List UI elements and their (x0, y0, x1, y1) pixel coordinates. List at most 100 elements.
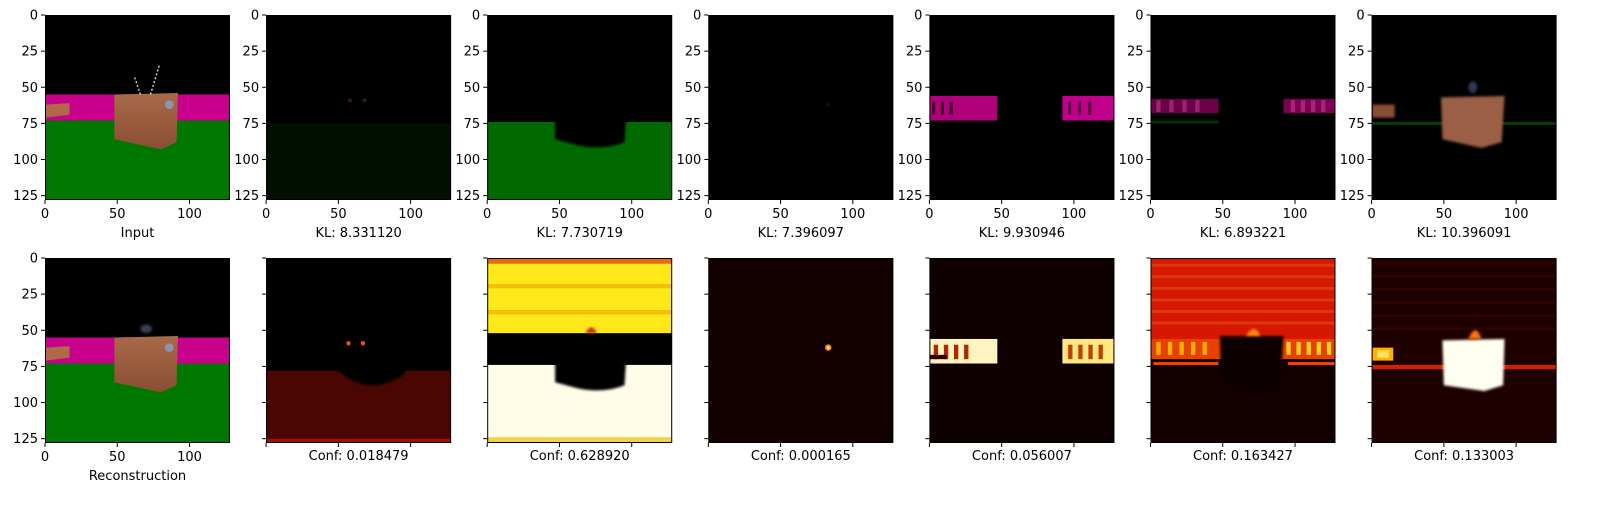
axes-frame (1150, 15, 1336, 200)
y-tick-label: 50 (685, 81, 702, 96)
y-tick-label: 0 (30, 9, 38, 24)
axes-frame (929, 258, 1115, 443)
y-tick-label: 50 (464, 81, 481, 96)
y-tick-label: 100 (455, 153, 480, 168)
axes-frame (1371, 258, 1557, 443)
y-tick-label: 0 (1135, 9, 1143, 24)
rgb-image (1150, 15, 1336, 200)
x-tick-label: 100 (177, 207, 202, 222)
y-tick-label: 75 (21, 360, 38, 375)
panel-bottom-5: Conf: 0.056007 (925, 257, 1115, 464)
axes-frame (487, 15, 673, 200)
y-tick-label: 25 (1348, 45, 1365, 60)
y-tick-label: 75 (1348, 117, 1365, 132)
y-tick-label: 100 (13, 396, 38, 411)
rgb-image (708, 15, 894, 200)
x-tick-label: 100 (840, 207, 865, 222)
x-tick-label: 50 (551, 207, 568, 222)
y-tick-label: 25 (21, 45, 38, 60)
y-tick-label: 0 (1356, 9, 1364, 24)
panel-caption: KL: 6.893221 (1200, 226, 1286, 241)
y-tick-label: 50 (1348, 81, 1365, 96)
panel-bottom-3: Conf: 0.628920 (483, 257, 673, 464)
y-tick-label: 125 (234, 189, 259, 204)
x-tick-label: 50 (109, 450, 126, 465)
x-tick-label: 100 (1283, 207, 1308, 222)
axes-frame (708, 15, 894, 200)
heatmap-image (1150, 258, 1336, 443)
heatmap-image (1371, 258, 1557, 443)
x-tick-label: 0 (1367, 207, 1375, 222)
panel-caption: Input (121, 226, 155, 241)
panel-caption: Conf: 0.163427 (1193, 449, 1293, 464)
panel-caption: Conf: 0.628920 (530, 449, 630, 464)
y-tick-label: 25 (906, 45, 923, 60)
y-tick-label: 25 (464, 45, 481, 60)
y-tick-label: 0 (472, 9, 480, 24)
axes-frame (45, 258, 230, 443)
panel-caption: Conf: 0.000165 (751, 449, 851, 464)
y-tick-label: 75 (685, 117, 702, 132)
axes-frame (266, 258, 452, 443)
y-tick-label: 25 (243, 45, 260, 60)
x-tick-label: 100 (1062, 207, 1087, 222)
heatmap-image (487, 258, 673, 443)
panel-caption: KL: 9.930946 (979, 226, 1065, 241)
y-tick-label: 100 (1119, 153, 1144, 168)
x-tick-label: 50 (1436, 207, 1453, 222)
heatmap-image (266, 258, 452, 443)
y-tick-label: 75 (464, 117, 481, 132)
x-tick-label: 50 (772, 207, 789, 222)
y-tick-label: 0 (914, 9, 922, 24)
y-tick-label: 75 (906, 117, 923, 132)
axes-frame (708, 258, 894, 443)
y-tick-label: 25 (685, 45, 702, 60)
y-tick-label: 50 (21, 81, 38, 96)
rgb-image (45, 15, 230, 200)
x-tick-label: 100 (1504, 207, 1529, 222)
axes-frame (1371, 15, 1557, 200)
x-tick-label: 50 (1214, 207, 1231, 222)
axes-frame (45, 15, 230, 200)
x-tick-label: 100 (398, 207, 423, 222)
heatmap-image (708, 258, 894, 443)
rgb-image (266, 15, 452, 200)
y-tick-label: 0 (693, 9, 701, 24)
y-tick-label: 25 (21, 288, 38, 303)
panel-caption: KL: 8.331120 (315, 226, 401, 241)
rgb-image (929, 15, 1115, 200)
panel-caption: KL: 10.396091 (1417, 226, 1512, 241)
y-tick-label: 25 (1127, 45, 1144, 60)
x-tick-label: 100 (177, 450, 202, 465)
panel-bottom-6: Conf: 0.163427 (1146, 257, 1336, 464)
y-tick-label: 50 (243, 81, 260, 96)
y-tick-label: 125 (1119, 189, 1144, 204)
panel-bottom-7: Conf: 0.133003 (1367, 257, 1557, 464)
axes-frame (487, 258, 673, 443)
y-tick-label: 100 (898, 153, 923, 168)
panel-caption: Conf: 0.056007 (972, 449, 1072, 464)
y-tick-label: 0 (251, 9, 259, 24)
x-tick-label: 50 (993, 207, 1010, 222)
panel-caption: Conf: 0.133003 (1414, 449, 1514, 464)
panel-caption: Conf: 0.018479 (309, 449, 409, 464)
y-tick-label: 75 (21, 117, 38, 132)
y-tick-label: 100 (13, 153, 38, 168)
x-tick-label: 100 (619, 207, 644, 222)
x-tick-label: 0 (704, 207, 712, 222)
y-tick-label: 50 (906, 81, 923, 96)
x-tick-label: 0 (41, 450, 49, 465)
y-tick-label: 125 (13, 189, 38, 204)
rgb-image (45, 258, 230, 443)
panel-bottom-2: Conf: 0.018479 (262, 257, 452, 464)
y-tick-label: 125 (455, 189, 480, 204)
axes-frame (929, 15, 1115, 200)
y-tick-label: 125 (1340, 189, 1365, 204)
axes-frame (1150, 258, 1336, 443)
x-tick-label: 50 (330, 207, 347, 222)
